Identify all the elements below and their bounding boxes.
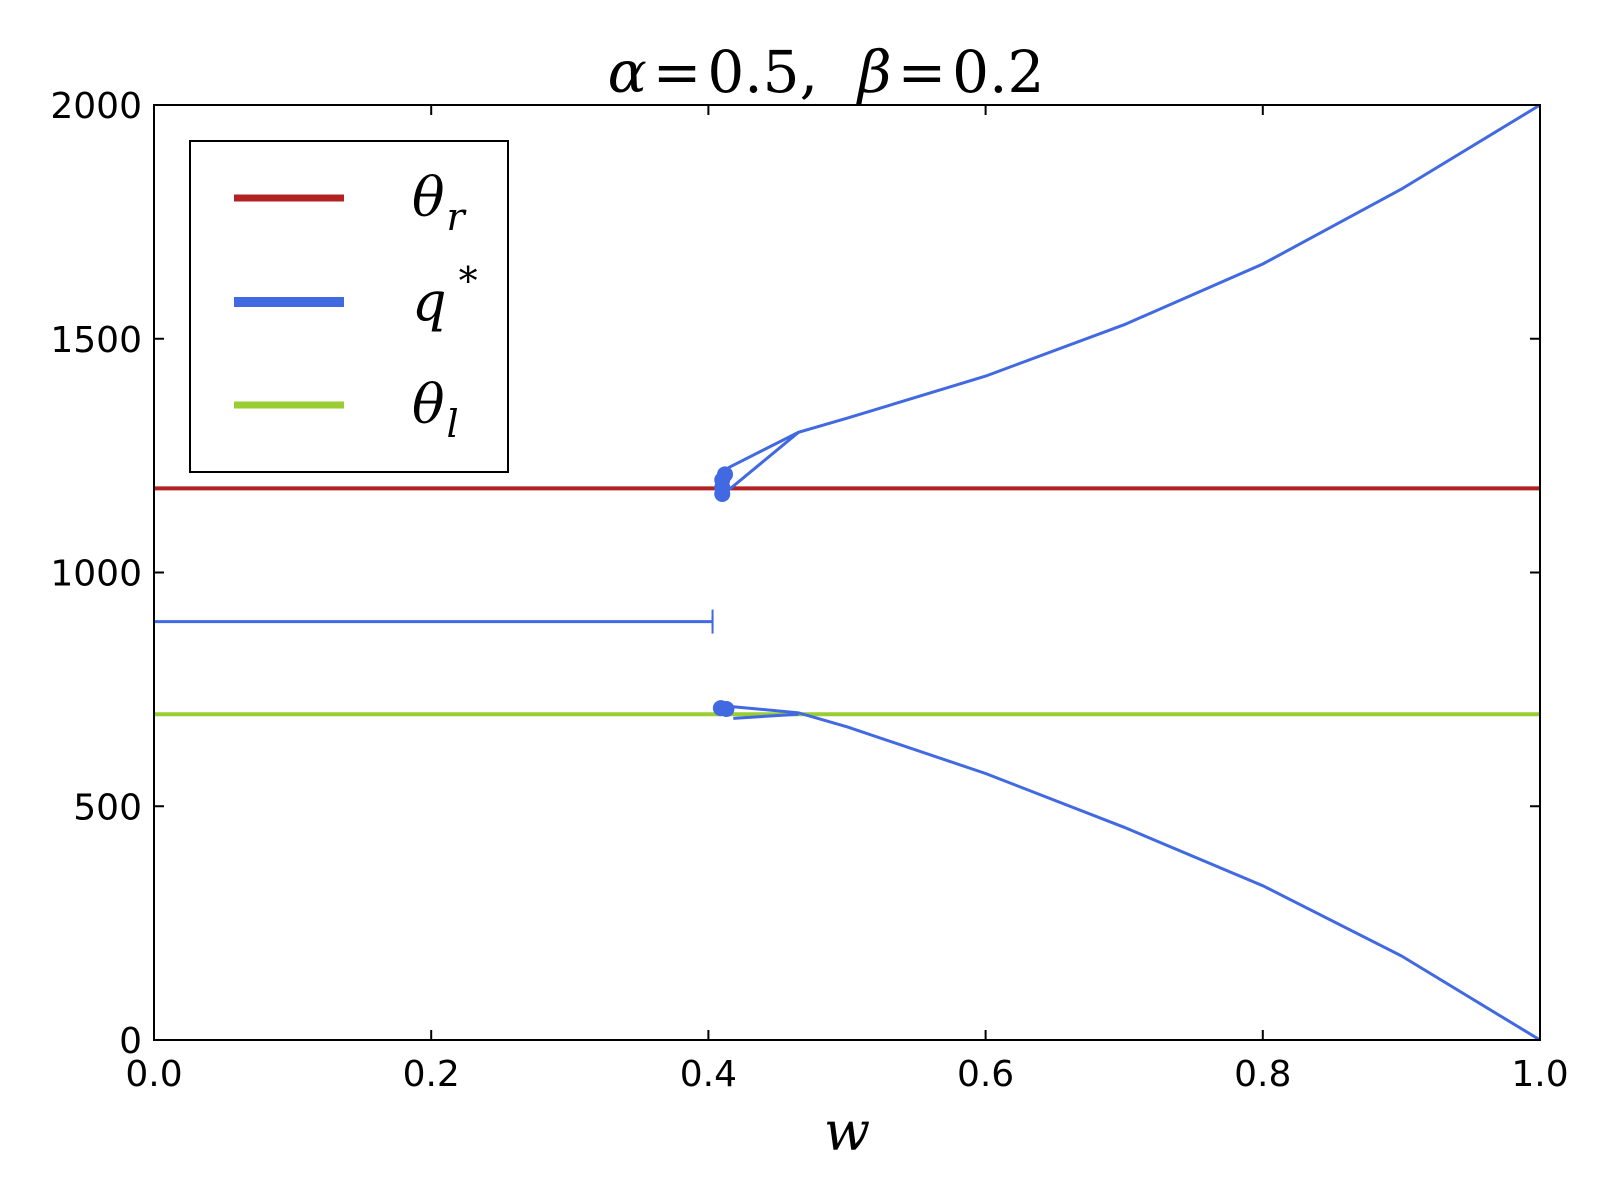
- title-alpha-value: 0.5,: [707, 38, 818, 106]
- x-tick-label: 0.6: [957, 1054, 1014, 1095]
- q-star-cluster-point: [717, 466, 734, 483]
- y-tick-label: 500: [73, 787, 142, 828]
- legend-symbol: q: [412, 270, 447, 333]
- series-line-q-star-upper-inner: [724, 431, 800, 495]
- y-tick-label: 1000: [50, 554, 142, 595]
- q-star-cluster-point: [718, 701, 735, 718]
- series-line-q-star-upper: [720, 103, 1541, 491]
- legend-superscript: *: [459, 259, 478, 303]
- chart-title: α = 0.5, β = 0.2: [608, 38, 1045, 106]
- title-alpha: α: [608, 38, 647, 106]
- x-tick-label: 1.0: [1511, 1054, 1568, 1095]
- legend-label: θl: [412, 373, 459, 446]
- legend-subscript: l: [447, 402, 459, 446]
- legend-label: q *: [412, 259, 478, 333]
- legend-label: θr: [412, 166, 468, 239]
- y-tick-label: 2000: [50, 86, 142, 127]
- legend-items: θrq *θl: [234, 166, 478, 446]
- y-tick-label: 0: [119, 1021, 142, 1062]
- y-tick-label: 1500: [50, 320, 142, 361]
- title-equals-2: =: [898, 38, 947, 106]
- title-beta: β: [856, 38, 892, 106]
- title-equals-1: =: [653, 38, 702, 106]
- legend-subscript: r: [447, 195, 468, 239]
- x-tick-label: 0.2: [403, 1054, 460, 1095]
- x-tick-label: 0.4: [680, 1054, 737, 1095]
- tick-layer: 0.0 0.2 0.4 0.6 0.8 1.0 0 500 1000 1500 2000: [50, 86, 1568, 1095]
- title-beta-value: 0.2: [952, 38, 1044, 106]
- series-line-q-star-lower: [722, 704, 1541, 1042]
- series-layer: [154, 103, 1541, 1042]
- x-tick-label: 0.0: [125, 1054, 182, 1095]
- x-axis-label: w: [824, 1100, 870, 1163]
- legend-symbol: θ: [412, 166, 445, 229]
- legend-symbol: θ: [412, 373, 445, 436]
- legend: θrq *θl: [189, 140, 509, 473]
- series-line-q-star-lower-inner: [733, 712, 799, 720]
- x-tick-label: 0.8: [1234, 1054, 1291, 1095]
